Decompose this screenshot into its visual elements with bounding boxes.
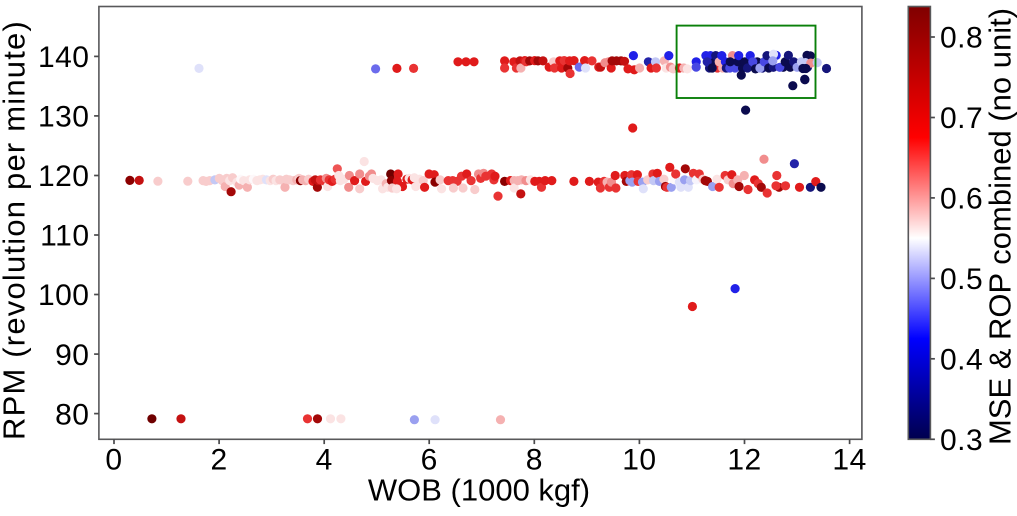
svg-text:WOB (1000 kgf): WOB (1000 kgf) <box>368 473 590 508</box>
svg-text:0.6: 0.6 <box>940 183 983 216</box>
svg-text:140: 140 <box>38 41 90 74</box>
svg-text:14: 14 <box>832 444 866 477</box>
svg-text:100: 100 <box>38 279 90 312</box>
svg-text:0.4: 0.4 <box>940 344 983 377</box>
svg-text:110: 110 <box>40 220 89 253</box>
svg-text:10: 10 <box>622 444 656 477</box>
svg-text:0.3: 0.3 <box>940 424 983 457</box>
svg-text:90: 90 <box>55 339 89 372</box>
svg-text:0.8: 0.8 <box>940 22 983 55</box>
svg-text:RPM (revolution per minute): RPM (revolution per minute) <box>0 20 32 440</box>
svg-text:4: 4 <box>316 444 333 477</box>
svg-text:120: 120 <box>38 160 90 193</box>
svg-text:12: 12 <box>727 444 761 477</box>
svg-text:0: 0 <box>105 444 122 477</box>
svg-text:2: 2 <box>211 444 228 477</box>
svg-text:0.5: 0.5 <box>940 263 983 296</box>
svg-text:0.7: 0.7 <box>940 102 983 135</box>
svg-text:130: 130 <box>38 101 90 134</box>
svg-text:80: 80 <box>55 398 89 431</box>
svg-text:MSE & ROP combined (no unit): MSE & ROP combined (no unit) <box>983 8 1017 445</box>
